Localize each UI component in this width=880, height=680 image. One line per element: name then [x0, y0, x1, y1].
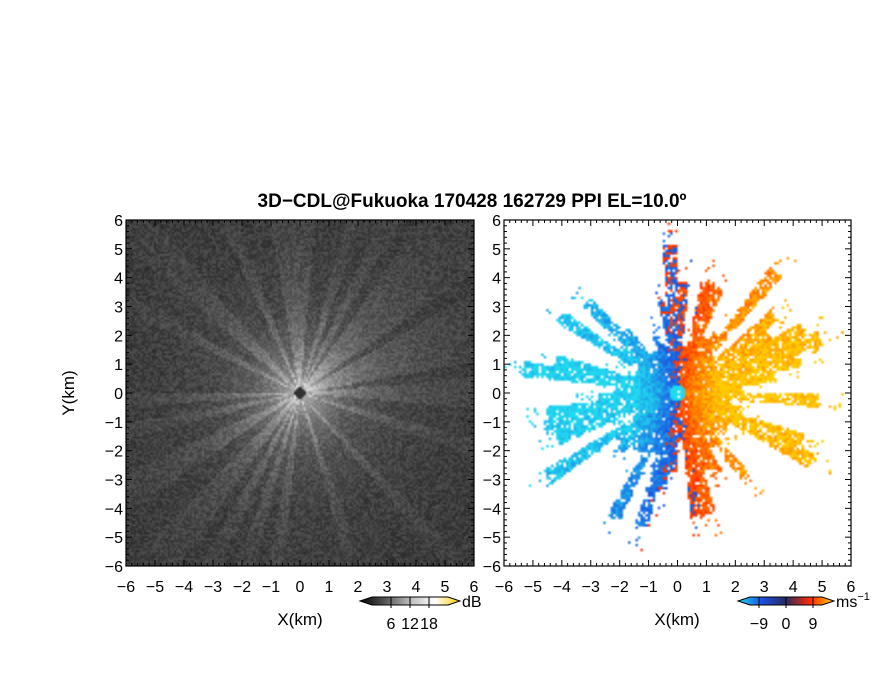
x-tick-label: −3 — [204, 579, 222, 596]
x-axis-label-left: X(km) — [277, 610, 322, 629]
y-tick-label: 2 — [492, 328, 501, 345]
y-tick-label: −4 — [105, 501, 123, 518]
y-axis-label: Y(km) — [59, 370, 78, 415]
chart-title: 3D−CDL@Fukuoka 170428 162729 PPI EL=10.0… — [258, 191, 687, 212]
y-tick-label: 6 — [492, 213, 501, 230]
velocity-panel: −6 −5 −4 −3 −2 −1 0 1 2 3 4 5 6 −6 −5 −4 −3 −2 −1 0 1 2 3 4 5 6 X… — [483, 213, 870, 633]
x-tick-label: 5 — [441, 579, 450, 596]
x-tick-label: −6 — [117, 579, 135, 596]
y-tick-label: −2 — [483, 444, 501, 461]
colorbar-tick-label: 9 — [809, 616, 818, 633]
velocity-colorbar: −9 0 9 ms−1 — [736, 591, 870, 633]
x-tick-label: 2 — [731, 579, 740, 596]
x-tick-label: 1 — [702, 579, 711, 596]
x-tick-label: 0 — [296, 579, 305, 596]
colorbar-unit: ms−1 — [836, 591, 870, 611]
x-tick-label: 0 — [673, 579, 682, 596]
y-tick-label: 0 — [492, 386, 501, 403]
y-tick-label: −3 — [105, 473, 123, 490]
y-tick-label: 5 — [114, 242, 123, 259]
colorbar-unit-text: ms — [836, 594, 857, 611]
colorbar-tick-label: −9 — [750, 616, 768, 633]
x-tick-label: −4 — [553, 579, 571, 596]
x-tick-label: −6 — [495, 579, 513, 596]
colorbar-unit-text: dB — [462, 594, 482, 611]
x-axis-label-right: X(km) — [654, 610, 699, 629]
reflectivity-ticks: −6 −5 −4 −3 −2 −1 0 1 2 3 4 5 6 −6 −5 −4 −3 −2 −1 0 1 2 3 4 5 6 — [105, 213, 479, 596]
y-tick-label: 1 — [114, 357, 123, 374]
x-tick-label: 6 — [847, 579, 856, 596]
colorbar-tick-label: 18 — [420, 616, 438, 633]
x-tick-label: −1 — [639, 579, 657, 596]
x-tick-label: −2 — [233, 579, 251, 596]
velocity-ticks: −6 −5 −4 −3 −2 −1 0 1 2 3 4 5 6 −6 −5 −4 −3 −2 −1 0 1 2 3 4 5 6 — [483, 213, 856, 596]
y-tick-label: 3 — [492, 300, 501, 317]
reflectivity-colorbar: 6 12 18 dB — [358, 594, 482, 633]
x-tick-label: −3 — [582, 579, 600, 596]
x-tick-label: 4 — [789, 579, 798, 596]
y-tick-label: −2 — [105, 444, 123, 461]
y-tick-label: 3 — [114, 300, 123, 317]
colorbar-unit-exponent: −1 — [857, 591, 870, 603]
y-tick-label: 1 — [492, 357, 501, 374]
y-tick-label: 4 — [114, 271, 123, 288]
x-tick-label: 4 — [412, 579, 421, 596]
y-tick-label: −5 — [483, 530, 501, 547]
y-tick-label: −6 — [483, 559, 501, 576]
y-tick-label: −1 — [483, 415, 501, 432]
x-tick-label: 6 — [470, 579, 479, 596]
y-tick-label: 6 — [114, 213, 123, 230]
x-tick-label: −2 — [611, 579, 629, 596]
x-tick-label: −5 — [146, 579, 164, 596]
y-tick-label: −4 — [483, 501, 501, 518]
y-tick-label: −5 — [105, 530, 123, 547]
x-tick-label: 3 — [383, 579, 392, 596]
x-tick-label: −5 — [524, 579, 542, 596]
y-tick-label: 2 — [114, 328, 123, 345]
y-tick-label: −3 — [483, 473, 501, 490]
y-tick-label: 4 — [492, 271, 501, 288]
velocity-heatmap — [504, 220, 851, 566]
x-tick-label: 3 — [760, 579, 769, 596]
y-tick-label: −6 — [105, 559, 123, 576]
y-tick-label: 0 — [114, 386, 123, 403]
y-tick-label: 5 — [492, 242, 501, 259]
x-tick-label: 2 — [354, 579, 363, 596]
x-tick-label: −4 — [175, 579, 193, 596]
colorbar-tick-label: 12 — [401, 616, 419, 633]
y-tick-label: −1 — [105, 415, 123, 432]
colorbar-tick-label: 6 — [387, 616, 396, 633]
reflectivity-heatmap — [126, 220, 474, 566]
colorbar-unit: dB — [462, 594, 482, 611]
x-tick-label: −1 — [262, 579, 280, 596]
colorbar-tick-label: 0 — [782, 616, 791, 633]
x-tick-label: 1 — [325, 579, 334, 596]
x-tick-label: 5 — [818, 579, 827, 596]
